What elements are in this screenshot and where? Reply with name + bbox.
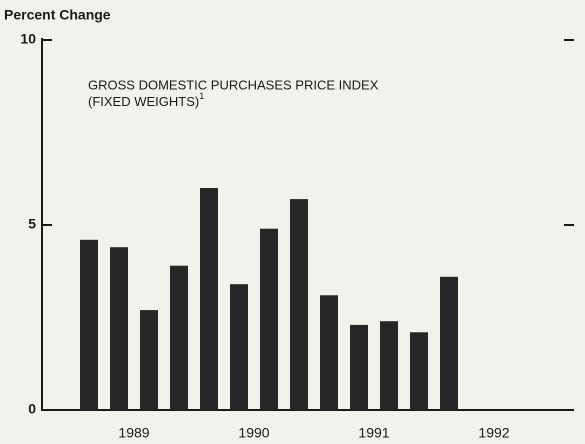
bar xyxy=(260,228,278,410)
bar xyxy=(320,295,338,410)
bar xyxy=(200,188,218,410)
y-tick-label: 0 xyxy=(28,401,36,417)
bar xyxy=(380,321,398,410)
x-group-label: 1989 xyxy=(118,425,149,441)
bar xyxy=(350,324,368,410)
bar xyxy=(440,276,458,410)
y-tick-label: 10 xyxy=(20,31,36,47)
bar xyxy=(80,239,98,410)
title-text: (FIXED WEIGHTS) xyxy=(88,94,199,109)
bar xyxy=(170,265,188,410)
bar xyxy=(110,247,128,410)
bar xyxy=(290,199,308,410)
x-group-label: 1990 xyxy=(238,425,269,441)
x-group-label: 1991 xyxy=(358,425,389,441)
bar xyxy=(230,284,248,410)
title-footnote-marker: 1 xyxy=(199,91,204,101)
y-tick-label: 5 xyxy=(28,216,36,232)
chart-title-line: (FIXED WEIGHTS)1 xyxy=(88,91,204,109)
bar xyxy=(410,332,428,410)
x-group-label: 1992 xyxy=(478,425,509,441)
y-axis-label: Percent Change xyxy=(4,7,111,23)
chart-title-line: GROSS DOMESTIC PURCHASES PRICE INDEX xyxy=(88,77,379,92)
bar xyxy=(140,310,158,410)
